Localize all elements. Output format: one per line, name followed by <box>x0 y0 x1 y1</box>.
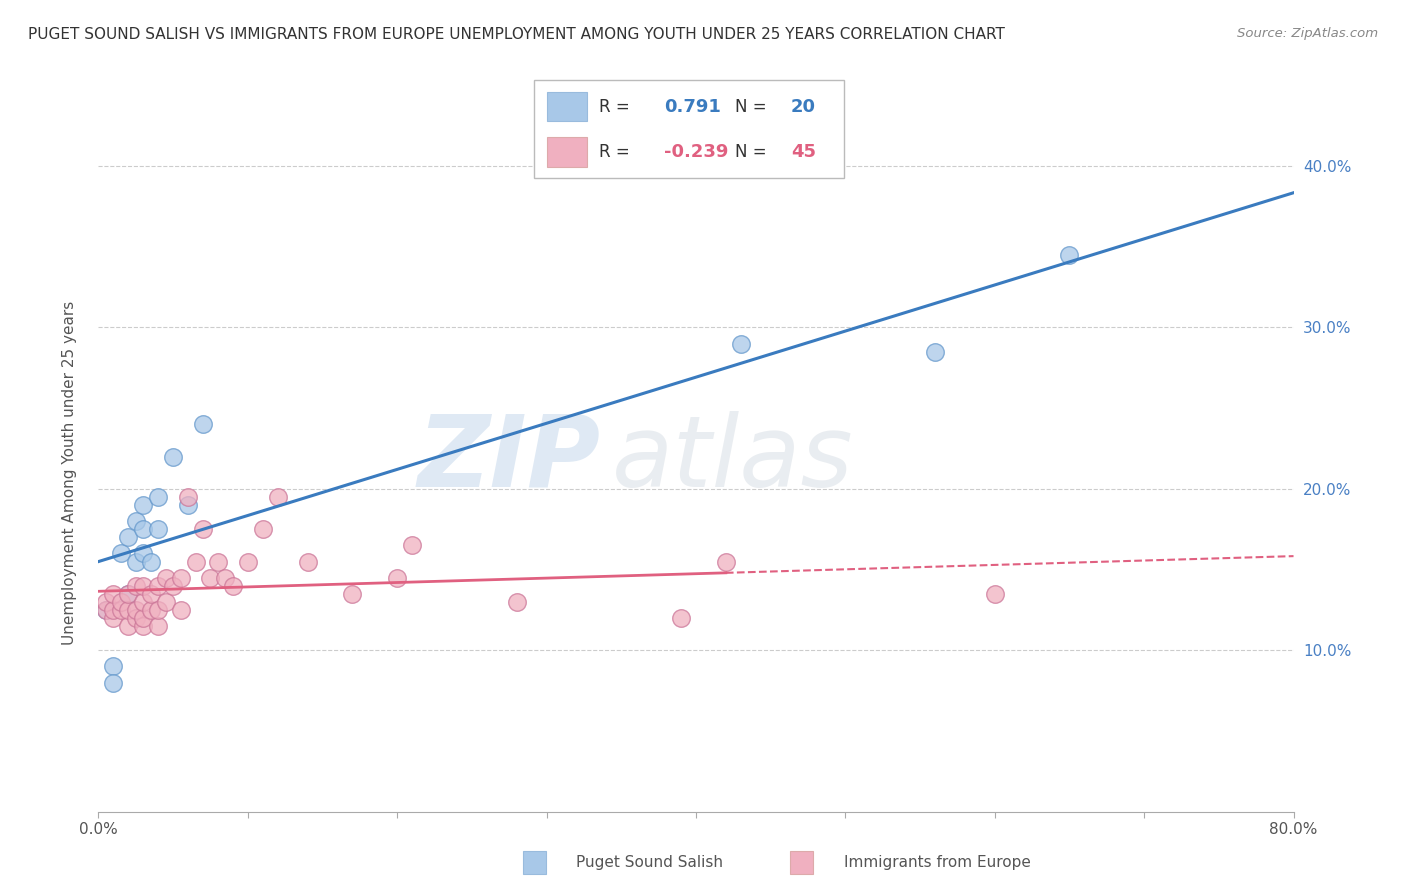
Point <box>110 546 132 560</box>
Text: 0.791: 0.791 <box>664 98 721 116</box>
Text: atlas: atlas <box>613 410 853 508</box>
Text: 45: 45 <box>792 143 815 161</box>
Point <box>191 417 214 432</box>
Point <box>401 538 423 552</box>
Point <box>139 555 162 569</box>
Text: PUGET SOUND SALISH VS IMMIGRANTS FROM EUROPE UNEMPLOYMENT AMONG YOUTH UNDER 25 Y: PUGET SOUND SALISH VS IMMIGRANTS FROM EU… <box>28 27 1005 42</box>
Point <box>125 611 148 625</box>
Point <box>155 571 177 585</box>
Point <box>132 579 155 593</box>
Point <box>125 579 148 593</box>
Point <box>103 603 125 617</box>
Point <box>169 571 191 585</box>
Point <box>117 619 139 633</box>
Point <box>94 603 117 617</box>
Point <box>984 587 1007 601</box>
Point <box>103 675 125 690</box>
Point <box>125 555 148 569</box>
Point <box>148 522 170 536</box>
Point <box>155 595 177 609</box>
Point <box>132 619 155 633</box>
Point <box>222 579 245 593</box>
Point <box>148 619 170 633</box>
Point <box>132 522 155 536</box>
Text: N =: N = <box>735 143 766 161</box>
Text: Source: ZipAtlas.com: Source: ZipAtlas.com <box>1237 27 1378 40</box>
Point <box>139 587 162 601</box>
Point <box>162 450 184 464</box>
Point <box>669 611 692 625</box>
Point <box>236 555 259 569</box>
Point <box>125 514 148 528</box>
Y-axis label: Unemployment Among Youth under 25 years: Unemployment Among Youth under 25 years <box>62 301 77 645</box>
Point <box>200 571 222 585</box>
Bar <box>547 137 586 167</box>
Point <box>117 603 139 617</box>
Point <box>177 498 200 512</box>
Bar <box>547 92 586 121</box>
Point <box>117 587 139 601</box>
Point <box>148 603 170 617</box>
Point <box>297 555 319 569</box>
Point <box>177 490 200 504</box>
Point <box>148 579 170 593</box>
Point <box>730 336 752 351</box>
Point <box>1059 248 1081 262</box>
Point <box>103 587 125 601</box>
Point <box>506 595 529 609</box>
Text: R =: R = <box>599 143 630 161</box>
Point <box>103 659 125 673</box>
Point <box>110 595 132 609</box>
Point <box>184 555 207 569</box>
Point <box>191 522 214 536</box>
Point <box>267 490 290 504</box>
Point <box>139 603 162 617</box>
Text: 20: 20 <box>792 98 815 116</box>
Point <box>342 587 364 601</box>
Point <box>132 546 155 560</box>
Point <box>148 490 170 504</box>
Point <box>117 587 139 601</box>
Point <box>162 579 184 593</box>
Point <box>385 571 409 585</box>
Point <box>214 571 236 585</box>
Text: R =: R = <box>599 98 630 116</box>
Text: -0.239: -0.239 <box>664 143 728 161</box>
Point <box>132 595 155 609</box>
Point <box>207 555 229 569</box>
Point <box>94 603 117 617</box>
Point <box>714 555 737 569</box>
Text: N =: N = <box>735 98 766 116</box>
Point <box>125 603 148 617</box>
Point <box>132 611 155 625</box>
Text: Immigrants from Europe: Immigrants from Europe <box>844 855 1031 870</box>
FancyBboxPatch shape <box>534 80 844 178</box>
Point <box>103 611 125 625</box>
Point <box>252 522 274 536</box>
Point <box>94 595 117 609</box>
Text: Puget Sound Salish: Puget Sound Salish <box>576 855 724 870</box>
Point <box>924 344 946 359</box>
Point <box>169 603 191 617</box>
Point <box>110 603 132 617</box>
Point <box>117 530 139 544</box>
Text: ZIP: ZIP <box>418 410 600 508</box>
Point <box>132 498 155 512</box>
